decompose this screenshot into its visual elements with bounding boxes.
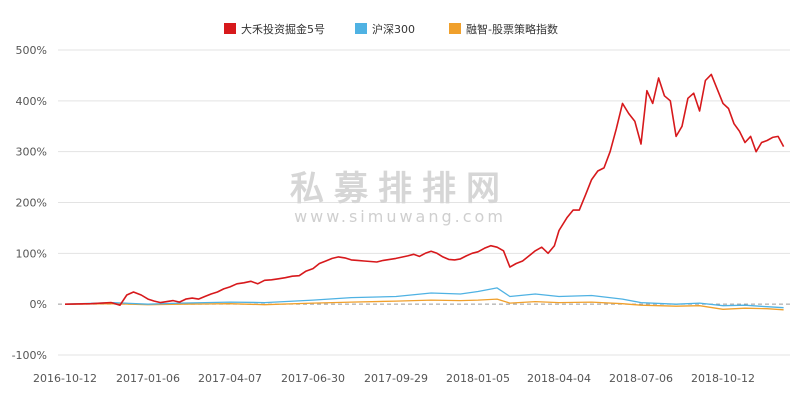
- y-tick-label: 100%: [16, 247, 47, 260]
- x-tick-label: 2018-04-04: [527, 372, 591, 385]
- series-line: [64, 287, 784, 309]
- watermark-en-text: www.simuwang.com: [294, 207, 506, 226]
- x-tick-label: 2016-10-12: [33, 372, 97, 385]
- x-tick-label: 2017-09-29: [364, 372, 428, 385]
- legend-swatch: [449, 23, 461, 34]
- x-tick-label: 2018-10-12: [691, 372, 755, 385]
- x-axis-tick-labels: 2016-10-12 2017-01-06 2017-04-07 2017-06-30…: [33, 372, 755, 385]
- series-lines: [64, 73, 785, 311]
- watermark-cn-text: 私募排排网: [290, 169, 510, 209]
- y-tick-label: 0%: [30, 298, 47, 311]
- series-line: [64, 298, 784, 311]
- x-tick-label: 2017-06-30: [281, 372, 345, 385]
- series-line: [64, 73, 785, 306]
- watermark: 私募排排网 www.simuwang.com: [290, 169, 510, 226]
- y-axis-tick-labels: 500% 400% 300% 200% 100% 0% -100%: [12, 44, 47, 362]
- x-tick-label: 2018-01-05: [446, 372, 510, 385]
- x-tick-label: 2017-04-07: [198, 372, 262, 385]
- y-tick-label: 200%: [16, 197, 47, 210]
- x-tick-label: 2018-07-06: [609, 372, 673, 385]
- legend-swatch: [224, 23, 236, 34]
- legend-swatch: [355, 23, 367, 34]
- y-tick-label: 400%: [16, 95, 47, 108]
- y-tick-label: -100%: [12, 349, 47, 362]
- y-tick-label: 500%: [16, 44, 47, 57]
- x-tick-label: 2017-01-06: [116, 372, 180, 385]
- legend-label: 沪深300: [372, 22, 415, 36]
- legend-label: 融智-股票策略指数: [466, 22, 558, 36]
- y-tick-label: 300%: [16, 146, 47, 159]
- legend: 大禾投资掘金5号 沪深300 融智-股票策略指数: [224, 22, 558, 36]
- legend-label: 大禾投资掘金5号: [241, 22, 325, 36]
